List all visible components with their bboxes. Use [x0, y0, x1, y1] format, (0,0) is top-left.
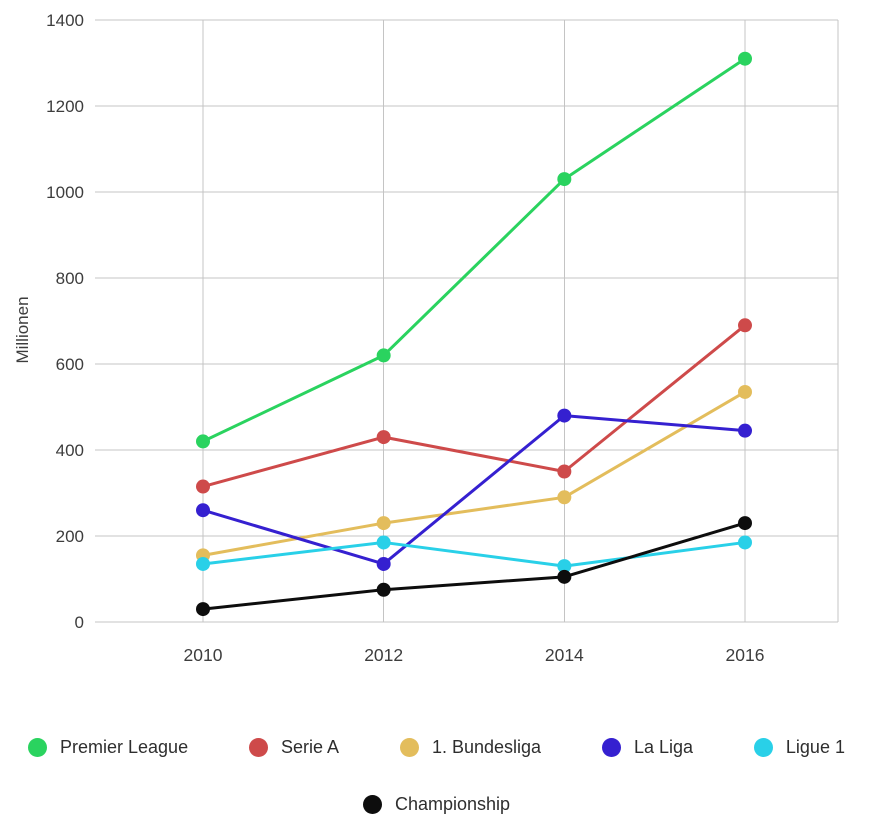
series-line-1-bundesliga [201, 390, 747, 557]
data-point-serie-a [376, 430, 391, 445]
line-chart-canvas: 0 200 400 600 800 1000 1200 1400 2010 2012 2014 201… [13, 11, 839, 665]
data-point-1-bundesliga [376, 516, 391, 531]
legend-item-ligue-1: Ligue 1 [753, 737, 845, 758]
y-axis-title: Millionen [13, 296, 32, 363]
x-tick-label: 2016 [726, 645, 765, 665]
series-layer [196, 51, 752, 617]
legend-swatch-la-liga [601, 738, 621, 757]
grid-layer [95, 19, 839, 623]
data-point-serie-a [738, 318, 752, 333]
legend-item-premier-league: Premier League [28, 737, 188, 758]
legend-item-la-liga: La Liga [601, 737, 693, 758]
x-tick-label: 2014 [545, 645, 584, 665]
data-point-1-bundesliga [738, 384, 752, 399]
series-line-championship [201, 521, 747, 611]
data-point-championship [557, 569, 572, 584]
data-point-la-liga [196, 503, 210, 518]
data-point-championship [376, 582, 391, 597]
series-line-la-liga [201, 414, 747, 566]
data-point-serie-a [557, 464, 572, 479]
legend-row-1: Premier League Serie A 1. Bundesliga La Lig… [0, 737, 873, 758]
axis-layer: 0 200 400 600 800 1000 1200 1400 2010 2012 2014 201… [46, 11, 764, 665]
y-tick-label: 0 [75, 613, 84, 632]
data-point-premier-league [196, 434, 210, 449]
legend-item-1-bundesliga: 1. Bundesliga [399, 737, 542, 758]
legend-swatch-serie-a [248, 738, 268, 757]
series-line-premier-league [201, 57, 747, 443]
legend-swatch-ligue-1 [753, 738, 773, 757]
x-tick-label: 2010 [184, 645, 223, 665]
legend-label-championship: Championship [394, 794, 511, 814]
chart-legend: Premier League Serie A 1. Bundesliga La Lig… [0, 737, 873, 815]
data-point-premier-league [738, 51, 752, 66]
data-point-ligue-1 [376, 535, 391, 550]
legend-swatch-premier-league [28, 738, 47, 757]
y-tick-label: 600 [56, 355, 84, 374]
legend-label-la-liga: La Liga [633, 737, 693, 757]
legend-label-premier-league: Premier League [60, 737, 189, 757]
data-point-premier-league [557, 172, 572, 187]
data-point-1-bundesliga [557, 490, 572, 505]
y-tick-label: 1000 [46, 183, 84, 202]
legend-label-serie-a: Serie A [280, 737, 340, 757]
series-line-ligue-1 [201, 540, 747, 568]
legend-label-1-bundesliga: 1. Bundesliga [431, 737, 542, 757]
legend-row-2: Championship [0, 794, 873, 815]
data-point-ligue-1 [557, 559, 572, 574]
data-point-premier-league [376, 348, 391, 363]
data-point-la-liga [376, 556, 391, 571]
data-point-championship [738, 516, 752, 531]
y-tick-label: 400 [56, 441, 84, 460]
legend-item-serie-a: Serie A [248, 737, 340, 758]
y-tick-label: 1200 [46, 97, 84, 116]
data-point-ligue-1 [738, 535, 752, 550]
data-point-serie-a [196, 479, 210, 494]
x-tick-label: 2012 [364, 645, 403, 665]
legend-item-championship: Championship [362, 794, 511, 815]
data-point-la-liga [557, 408, 572, 423]
legend-swatch-championship [362, 795, 382, 814]
series-line-serie-a [201, 323, 747, 489]
data-point-la-liga [738, 423, 752, 438]
y-tick-label: 200 [56, 527, 84, 546]
legend-label-ligue-1: Ligue 1 [785, 737, 845, 757]
data-point-ligue-1 [196, 556, 210, 571]
y-tick-label: 800 [56, 269, 84, 288]
legend-swatch-1-bundesliga [399, 738, 419, 757]
data-point-championship [196, 602, 210, 617]
y-tick-label: 1400 [46, 11, 84, 30]
